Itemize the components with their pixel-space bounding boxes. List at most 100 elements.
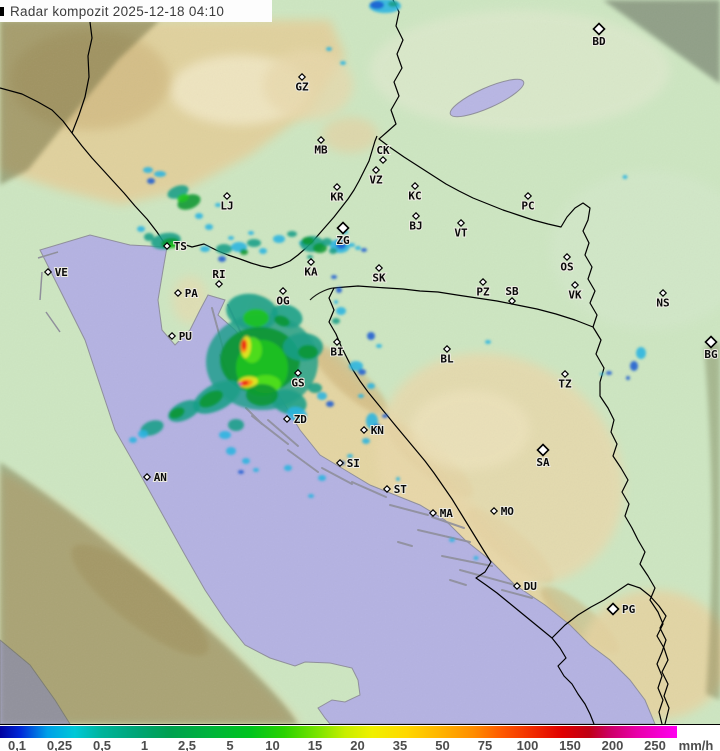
radar-echo-blue <box>361 248 367 252</box>
city-marker-icon <box>606 602 620 616</box>
city-label: TZ <box>558 378 572 391</box>
radar-echo-blue <box>370 1 384 9</box>
radar-echo-cyan <box>362 438 370 444</box>
radar-echo-cyan <box>154 171 166 177</box>
city-label: PA <box>185 287 199 300</box>
radar-echo-teal <box>332 318 340 324</box>
radar-echo-cyan <box>242 458 250 464</box>
city-marker-icon <box>332 182 342 192</box>
legend-threshold: 35 <box>392 738 408 751</box>
city-du: DU <box>512 579 538 594</box>
radar-echo-cyan <box>326 47 332 51</box>
radar-echo-cyan <box>195 213 203 219</box>
city-marker-icon <box>278 286 288 296</box>
radar-echo-cyan <box>205 224 213 230</box>
city-label: CK <box>376 144 390 157</box>
city-marker-icon <box>560 369 570 379</box>
radar-echo-cyan <box>449 538 455 542</box>
legend-threshold: 200 <box>601 738 624 751</box>
city-marker-icon <box>43 267 53 277</box>
city-pz: PZ <box>475 277 491 300</box>
city-ns: NS <box>655 288 671 311</box>
radar-echo-cyan <box>138 430 148 438</box>
radar-echo-blue <box>367 332 375 340</box>
city-marker-icon <box>562 252 572 262</box>
radar-echo-cyan <box>485 340 491 344</box>
city-marker-icon <box>282 414 292 424</box>
radar-echo-red <box>241 380 249 386</box>
radar-echo-red <box>241 340 247 350</box>
legend-threshold: 15 <box>307 738 323 751</box>
radar-echo-cyan <box>226 447 236 455</box>
city-label: SB <box>505 285 519 298</box>
city-marker-icon <box>316 135 326 145</box>
legend-threshold: 100 <box>516 738 539 751</box>
legend-threshold: 0,25 <box>46 738 73 751</box>
city-label: SI <box>347 457 360 470</box>
radar-echo-cyan <box>622 175 628 179</box>
city-zg: ZG <box>335 221 351 248</box>
city-marker-icon <box>456 218 466 228</box>
city-si: SI <box>335 456 361 471</box>
city-label: DU <box>524 580 538 593</box>
legend-threshold: 5 <box>226 738 234 751</box>
radar-echo-cyan <box>143 167 153 173</box>
radar-echo-blue <box>336 241 346 249</box>
radar-echo-green_dk <box>240 249 248 255</box>
title-text: Radar kompozit 2025-12-18 04:10 <box>10 3 225 19</box>
city-bj: BJ <box>408 211 424 234</box>
city-vz: VZ <box>368 165 384 188</box>
city-label: PZ <box>476 286 490 299</box>
radar-echo-cyan <box>219 431 231 439</box>
city-label: AN <box>154 471 167 484</box>
radar-map: VE TS PA PU AN LJ KR MB GZ CK VZ KC ZG KA SK BJ VT PC PZ SB… <box>0 0 720 725</box>
city-st: ST <box>382 482 408 497</box>
radar-echo-cyan <box>287 406 307 422</box>
city-label: VT <box>454 227 468 240</box>
radar-echo-cyan <box>347 454 353 458</box>
city-os: OS <box>559 252 575 275</box>
city-marker-icon <box>293 368 303 378</box>
radar-echo-blue <box>326 401 334 407</box>
city-bi: BI <box>329 337 345 360</box>
city-label: PU <box>179 330 193 343</box>
city-marker-icon <box>410 181 420 191</box>
city-mo: MO <box>489 504 515 519</box>
city-marker-icon <box>512 581 522 591</box>
radar-echo-green <box>177 193 189 203</box>
radar-echo-cyan <box>355 246 361 250</box>
city-label: VE <box>55 266 68 279</box>
city-marker-icon <box>570 280 580 290</box>
radar-echo-blue <box>358 369 366 375</box>
city-sk: SK <box>371 263 387 286</box>
legend-threshold: 150 <box>559 738 581 751</box>
legend-threshold: 250 <box>644 738 666 751</box>
radar-echo-cyan <box>215 203 221 207</box>
radar-echo-cyan <box>273 235 285 243</box>
radar-echo-blue <box>147 178 155 184</box>
city-marker-icon <box>336 221 350 235</box>
city-marker-icon <box>378 155 388 165</box>
city-marker-icon <box>335 458 345 468</box>
city-label: KN <box>371 424 384 437</box>
legend-threshold: 2,5 <box>177 738 197 751</box>
radar-echo-green_dk <box>313 243 327 253</box>
city-marker-icon <box>658 288 668 298</box>
city-label: MO <box>501 505 515 518</box>
city-bd: BD <box>591 22 607 49</box>
radar-echo-cyan <box>367 383 375 389</box>
legend-scale-labels: 0,1 0,25 0,5 1 2,5 5 10 15 20 35 50 75 100 150 200 250 m… <box>0 738 720 751</box>
city-marker-icon <box>222 191 232 201</box>
radar-echo-cyan <box>308 494 314 498</box>
city-marker-icon <box>536 443 550 457</box>
city-gz: GZ <box>294 72 310 95</box>
legend-threshold: 75 <box>477 738 493 751</box>
city-label: LJ <box>220 200 233 213</box>
city-vt: VT <box>453 218 469 241</box>
radar-echo-blue <box>218 256 226 262</box>
intensity-legend: 0,1 0,25 0,5 1 2,5 5 10 15 20 35 50 75 100 150 200 250 m… <box>0 724 720 751</box>
radar-echo-green_dk <box>274 315 290 327</box>
radar-echo-cyan <box>636 347 646 359</box>
city-ck: CK <box>375 143 391 165</box>
city-marker-icon <box>382 484 392 494</box>
